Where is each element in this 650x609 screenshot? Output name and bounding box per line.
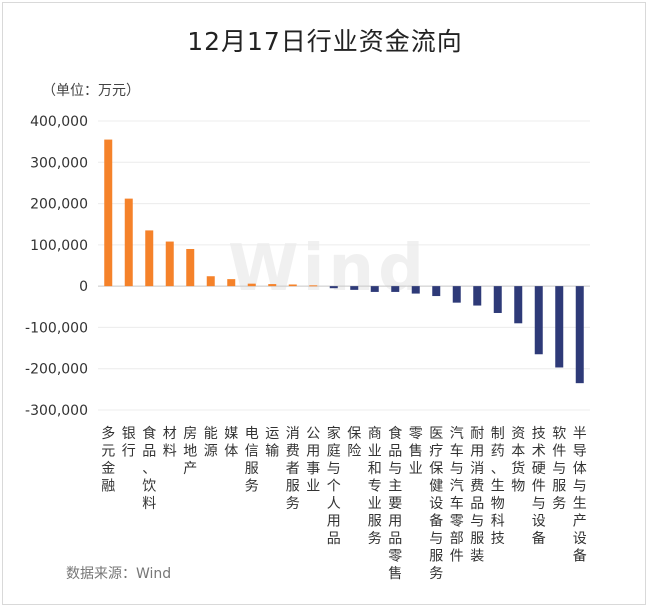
unit-label: （单位：万元）	[42, 83, 140, 99]
bar	[329, 286, 338, 289]
x-tick-label: 材料	[163, 426, 177, 460]
x-tick-label: 食品、饮料	[142, 425, 156, 512]
bar	[555, 286, 564, 368]
bar	[145, 230, 154, 287]
x-tick-label: 资本货物	[511, 426, 525, 495]
bar	[514, 286, 523, 324]
x-tick-label: 半导体与生产设备	[573, 426, 587, 565]
data-source: 数据来源：Wind	[66, 566, 172, 582]
bar	[227, 279, 236, 287]
y-tick-label: 0	[79, 279, 88, 295]
x-tick-label: 食品与主要用品零售	[388, 425, 402, 582]
x-tick-label: 家庭与个人用品	[327, 425, 341, 547]
x-tick-label: 制药、生物科技	[491, 426, 505, 547]
bar	[186, 248, 195, 287]
bar	[268, 284, 277, 287]
x-tick-label: 运输	[265, 426, 279, 460]
x-tick-label: 汽车与汽车零部件	[450, 426, 464, 565]
bar	[247, 283, 256, 287]
bar	[473, 286, 482, 306]
y-tick-label: -100,000	[25, 320, 88, 336]
x-tick-label: 软件与服务	[552, 426, 566, 512]
bar	[575, 286, 584, 384]
bar	[309, 285, 318, 287]
bar	[370, 286, 379, 292]
x-tick-label: 多元金融	[101, 425, 115, 495]
watermark-logo: Wind	[228, 232, 428, 306]
x-tick-label: 商业和专业服务	[368, 426, 382, 547]
bar	[104, 139, 113, 287]
x-tick-label: 房地产	[183, 426, 197, 477]
x-tick-label: 媒体	[224, 426, 238, 460]
x-tick-label: 银行	[122, 426, 136, 460]
x-tick-label: 技术硬件与设备	[532, 426, 546, 547]
bar	[493, 286, 502, 313]
bar	[534, 286, 543, 355]
bar	[432, 286, 441, 297]
x-tick-label: 零售业	[409, 426, 423, 477]
bar	[452, 286, 461, 303]
y-tick-label: -300,000	[25, 403, 88, 419]
bar	[165, 241, 174, 287]
x-tick-label: 保险	[347, 426, 361, 460]
x-tick-label: 电信服务	[245, 426, 259, 495]
bar	[206, 276, 215, 287]
bar	[350, 286, 359, 290]
bar	[288, 284, 297, 287]
y-tick-label: 300,000	[30, 155, 88, 171]
bar	[391, 286, 400, 292]
x-tick-label: 公用事业	[306, 426, 320, 495]
bar	[411, 286, 420, 294]
y-tick-label: 400,000	[30, 114, 88, 130]
y-tick-label: -200,000	[25, 362, 88, 378]
bar	[124, 198, 133, 287]
x-tick-label: 消费者服务	[286, 426, 300, 512]
x-tick-label: 医疗保健设备与服务	[429, 426, 443, 582]
x-tick-label: 耐用消费品与服装	[470, 426, 484, 565]
y-tick-label: 100,000	[30, 238, 88, 254]
chart-title: 12月17日行业资金流向	[187, 27, 463, 56]
x-tick-label: 能源	[204, 426, 218, 460]
y-tick-label: 200,000	[30, 197, 88, 213]
